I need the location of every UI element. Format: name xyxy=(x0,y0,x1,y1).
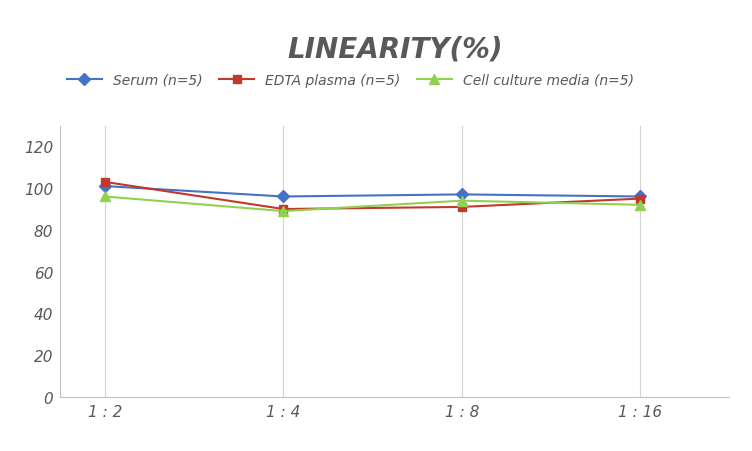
Title: LINEARITY(%): LINEARITY(%) xyxy=(287,35,502,63)
Cell culture media (n=5) xyxy=(635,202,644,208)
Serum (n=5) xyxy=(635,194,644,200)
EDTA plasma (n=5) xyxy=(279,207,288,212)
EDTA plasma (n=5) xyxy=(635,197,644,202)
Legend: Serum (n=5), EDTA plasma (n=5), Cell culture media (n=5): Serum (n=5), EDTA plasma (n=5), Cell cul… xyxy=(67,74,634,87)
Cell culture media (n=5) xyxy=(457,198,466,204)
Serum (n=5) xyxy=(279,194,288,200)
Line: Cell culture media (n=5): Cell culture media (n=5) xyxy=(100,192,645,216)
Cell culture media (n=5) xyxy=(279,209,288,214)
EDTA plasma (n=5) xyxy=(100,180,109,185)
Serum (n=5) xyxy=(457,192,466,198)
Cell culture media (n=5) xyxy=(100,194,109,200)
Serum (n=5) xyxy=(100,184,109,189)
EDTA plasma (n=5) xyxy=(457,205,466,210)
Line: Serum (n=5): Serum (n=5) xyxy=(101,183,644,201)
Line: EDTA plasma (n=5): EDTA plasma (n=5) xyxy=(101,178,644,214)
